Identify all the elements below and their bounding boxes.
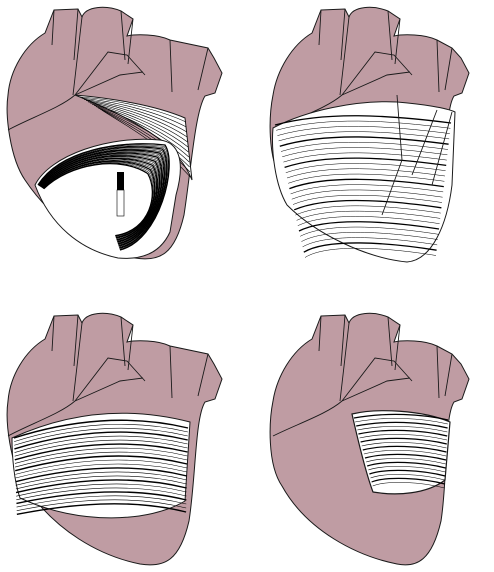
panel-bottom-right — [247, 286, 494, 572]
panel-bottom-left — [0, 286, 247, 572]
fiber-sheet-circumferential — [11, 412, 191, 519]
fiber-sheet-oblique — [272, 101, 456, 263]
heart-circumferential-sheet-icon — [6, 312, 223, 566]
panel-top-right — [247, 0, 494, 286]
panel-top-left — [0, 0, 247, 286]
heart-oblique-sheet-icon — [269, 6, 470, 263]
fiber-band-upper — [74, 94, 193, 181]
heart-spiral-dissection-icon — [6, 6, 223, 260]
heart-fiber-window-icon — [269, 312, 470, 566]
fiber-window — [351, 410, 451, 495]
fiber-spiral-band — [34, 138, 181, 259]
